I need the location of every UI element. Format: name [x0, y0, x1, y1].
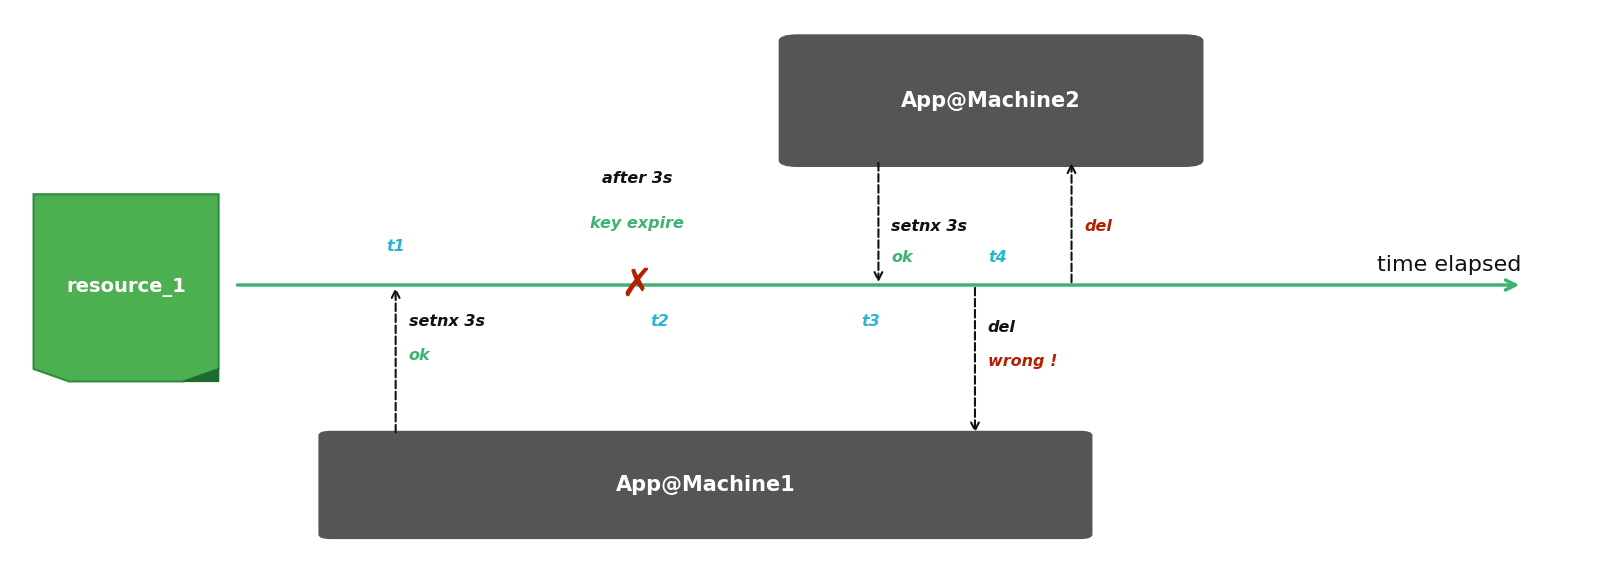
Text: t2: t2 — [650, 315, 669, 329]
Polygon shape — [34, 194, 219, 381]
Text: del: del — [988, 320, 1016, 335]
Text: t1: t1 — [387, 239, 405, 254]
FancyBboxPatch shape — [319, 431, 1093, 539]
Text: resource_1: resource_1 — [66, 278, 185, 298]
Text: ok: ok — [891, 250, 912, 265]
Text: key expire: key expire — [590, 216, 683, 231]
Text: ok: ok — [408, 348, 430, 364]
Text: App@Machine2: App@Machine2 — [901, 91, 1082, 111]
Text: ✗: ✗ — [621, 266, 653, 304]
Text: t4: t4 — [988, 250, 1006, 265]
Text: time elapsed: time elapsed — [1377, 255, 1522, 275]
Text: after 3s: after 3s — [601, 171, 672, 186]
Text: setnx 3s: setnx 3s — [408, 315, 485, 329]
Text: t3: t3 — [861, 315, 880, 329]
Text: setnx 3s: setnx 3s — [891, 219, 967, 234]
Text: wrong !: wrong ! — [988, 354, 1057, 369]
FancyBboxPatch shape — [779, 34, 1204, 167]
Text: App@Machine1: App@Machine1 — [616, 475, 795, 495]
Polygon shape — [184, 369, 219, 381]
Text: del: del — [1085, 219, 1112, 234]
